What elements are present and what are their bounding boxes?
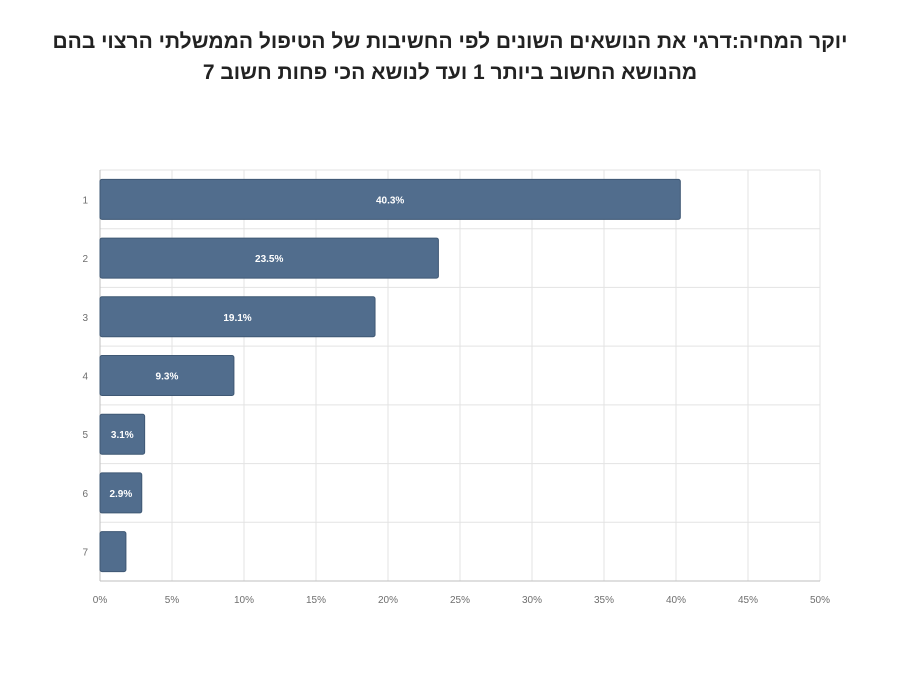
chart-title-line-2: מהנושא החשוב ביותר 1 ועד לנושא הכי פחות … [202,61,698,84]
chart-title-line-1: יוקר המחיה:דרגי את הנושאים השונים לפי הח… [52,30,848,53]
bar-value-label-4: 9.3% [156,372,179,383]
bar-value-labels: 40.3% 23.5% 19.1% 9.3% 3.1% 2.9% [109,195,404,500]
y-tick-label-6: 6 [82,489,88,500]
bar-value-label-3: 19.1% [223,313,251,324]
chart-title: יוקר המחיה:דרגי את הנושאים השונים לפי הח… [20,26,880,88]
y-tick-label-2: 2 [82,254,88,265]
x-tick-label: 15% [306,595,326,606]
y-tick-label-5: 5 [82,430,88,441]
bar-1 [99,178,681,220]
bar-value-label-5: 3.1% [111,430,134,441]
y-tick-label-3: 3 [82,313,88,324]
bar-7 [99,531,127,573]
x-tick-label: 20% [378,595,398,606]
x-axis-tick-labels: 0% 5% 10% 15% 20% 25% 30% 35% 40% 45% 50% [93,595,830,606]
bar-value-label-6: 2.9% [109,489,132,500]
y-axis-tick-labels: 1 2 3 4 5 6 7 [82,195,88,558]
x-tick-label: 30% [522,595,542,606]
x-tick-label: 50% [810,595,830,606]
bar-4 [99,355,235,396]
bar-3 [99,296,376,338]
x-tick-label: 25% [450,595,470,606]
bar-6 [99,472,143,514]
x-tick-label: 35% [594,595,614,606]
gridlines [99,169,821,582]
bar-value-label-1: 40.3% [376,195,404,206]
x-tick-label: 45% [738,595,758,606]
bar-2 [99,237,439,279]
bars [99,178,681,573]
bar-5 [99,413,146,455]
x-tick-label: 10% [234,595,254,606]
y-tick-label-7: 7 [82,548,88,559]
bar-value-label-2: 23.5% [255,254,283,265]
x-tick-label: 40% [666,595,686,606]
x-tick-label: 5% [165,595,180,606]
y-tick-label-4: 4 [82,372,88,383]
x-tick-label: 0% [93,595,108,606]
y-tick-label-1: 1 [82,195,88,206]
